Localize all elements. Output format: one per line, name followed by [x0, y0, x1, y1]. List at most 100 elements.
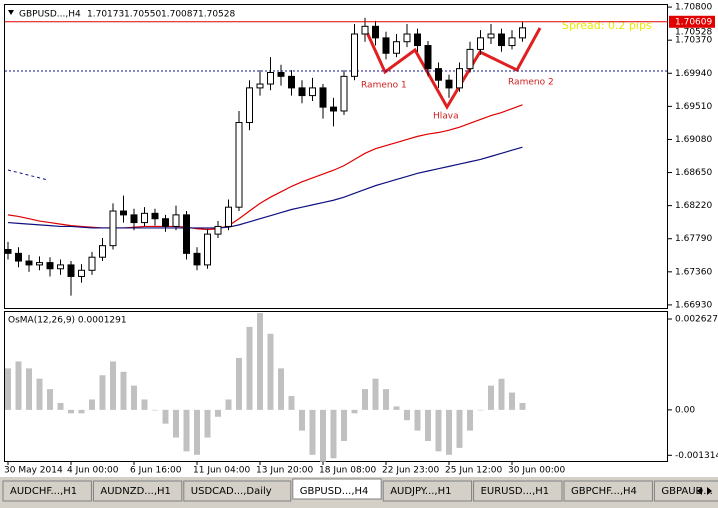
histogram-bar	[519, 402, 526, 410]
candle-body	[151, 212, 159, 220]
ask-label-box	[669, 15, 715, 28]
tabs: AUDCHF...,H1 AUDNZD...,H1 USDCAD...,Daily G…	[2, 478, 718, 502]
histogram-bar	[362, 389, 368, 410]
candle-body	[498, 33, 505, 47]
tab-scroll-left[interactable]	[697, 487, 702, 495]
histogram-bar	[456, 409, 463, 448]
candle-body	[130, 214, 138, 224]
ohlc-open: 1.70173	[87, 10, 124, 20]
tab-label[interactable]: GBPAUD...	[661, 486, 712, 497]
candle-body	[183, 214, 190, 254]
candle-body	[57, 264, 64, 270]
histogram-bar	[477, 409, 484, 411]
ohlc-low: 1.70087	[161, 10, 198, 20]
moving-average	[7, 146, 523, 229]
tab-label[interactable]: GBPCHF...,H4	[571, 486, 637, 497]
tab[interactable]	[292, 478, 382, 500]
histogram-bar	[131, 385, 137, 410]
histogram-bar	[15, 361, 22, 410]
histogram-bar	[68, 409, 74, 414]
histogram-bar	[99, 375, 106, 410]
tab[interactable]	[382, 480, 473, 502]
x-tick-label: 22 Jun 23:00	[382, 466, 439, 476]
y-tick-label: 1.69080	[675, 135, 712, 145]
candle-body	[25, 260, 33, 266]
y-tick-label: 1.68650	[675, 168, 712, 178]
candle-body	[246, 87, 253, 124]
ohlc-high: 1.70550	[124, 10, 161, 20]
histogram-bar	[446, 409, 452, 455]
histogram-bar	[288, 396, 295, 410]
x-tick-label: 30 May 2014	[4, 466, 63, 476]
tab[interactable]	[183, 480, 292, 502]
trend-drawing	[7, 169, 49, 181]
histogram-bar	[26, 368, 32, 410]
histogram-bar	[393, 406, 400, 410]
y-tick-label: 1.67360	[675, 267, 712, 277]
histogram-bar	[267, 333, 274, 410]
histogram-bar	[36, 378, 43, 410]
x-tick-label: 25 Jun 12:00	[445, 466, 502, 476]
candle-body	[288, 75, 295, 89]
tab-label[interactable]: GBPUSD...,H4	[300, 486, 369, 497]
x-tick-label: 30 Jun 00:00	[508, 466, 565, 476]
histogram-bar	[435, 409, 442, 452]
annotation: Hlava	[433, 112, 459, 122]
histogram-bar	[173, 409, 179, 438]
candle-body	[393, 41, 400, 54]
tab[interactable]	[2, 480, 92, 502]
histogram-bar	[215, 409, 221, 417]
tab[interactable]	[473, 480, 563, 502]
tab-label[interactable]: USDCAD...,Daily	[191, 486, 272, 497]
histogram-bar	[5, 368, 11, 410]
candle-body	[382, 37, 390, 54]
candle-body	[141, 212, 148, 224]
tab[interactable]	[653, 480, 718, 502]
candle-body	[15, 252, 22, 262]
candle-body	[372, 25, 379, 39]
annotation: Rameno 2	[508, 78, 554, 88]
histogram-bar	[404, 409, 410, 421]
candle-body	[424, 45, 432, 70]
candle-body	[319, 87, 327, 108]
candle-body	[340, 75, 348, 112]
histogram-bar	[414, 409, 421, 431]
candle-body	[298, 87, 306, 97]
symbol-label: GBPUSD...,H4	[19, 10, 81, 20]
histogram-bar	[141, 399, 148, 410]
price-pane	[4, 4, 668, 309]
tab-scroll-right[interactable]	[707, 487, 712, 495]
histogram-bar	[47, 389, 53, 410]
annotation: Rameno 1	[361, 81, 407, 91]
candle-body	[351, 33, 358, 77]
ask-label: 1.70609	[675, 17, 712, 27]
candle-body	[67, 264, 75, 277]
histogram-bar	[341, 409, 347, 441]
candle-body	[309, 87, 316, 97]
y-tick-label: 1.67790	[675, 234, 712, 244]
candle-body	[88, 256, 96, 271]
candle-body	[466, 48, 474, 70]
candle-body	[277, 71, 285, 77]
y-tick-label: 1.70370	[675, 36, 712, 46]
tab-label[interactable]: AUDJPY...,H1	[390, 486, 451, 497]
head-shoulders-drawing	[363, 27, 542, 110]
histogram-bar	[162, 409, 169, 424]
y-tick-label: 1.69510	[675, 102, 712, 112]
tab-label[interactable]: AUDNZD...,H1	[100, 486, 170, 497]
candle-body	[4, 249, 12, 254]
histogram-bar	[351, 409, 358, 414]
spread-label: Spread: 0.2 pips	[562, 19, 652, 32]
tab-label[interactable]: EURUSD...,H1	[481, 486, 550, 497]
tab-label[interactable]: AUDCHF...,H1	[10, 486, 77, 497]
collapse-icon[interactable]	[8, 10, 14, 15]
candle-body	[456, 68, 463, 89]
candle-body	[120, 210, 127, 216]
histogram-bar	[225, 399, 232, 410]
candle-body	[414, 33, 421, 47]
tab[interactable]	[563, 480, 653, 502]
candle-body	[204, 233, 211, 266]
histogram-bar	[257, 313, 263, 410]
tab[interactable]	[92, 480, 183, 502]
